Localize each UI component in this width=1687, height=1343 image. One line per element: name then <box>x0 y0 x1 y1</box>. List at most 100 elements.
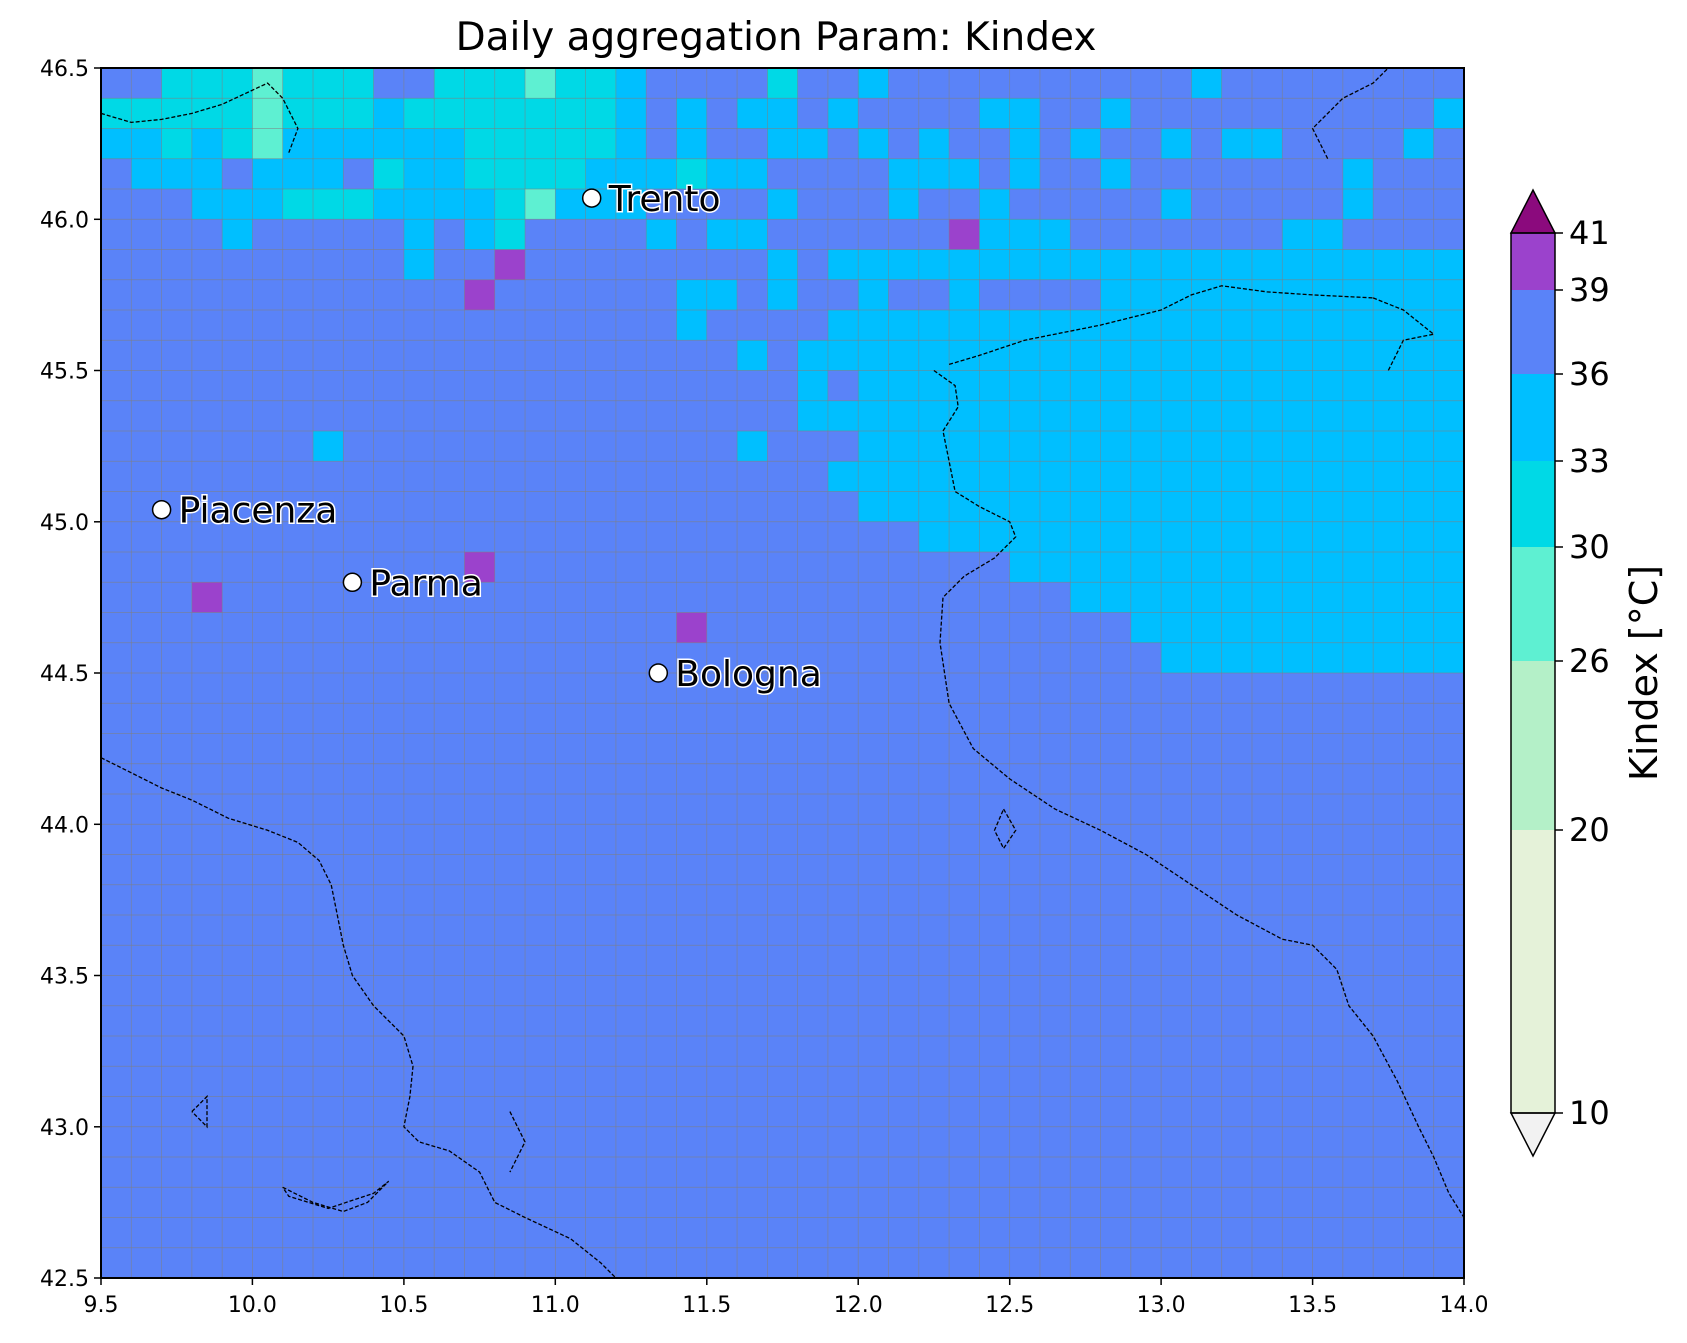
kindex-cell <box>1191 340 1223 371</box>
kindex-cell <box>1373 431 1404 462</box>
kindex-cell <box>373 340 405 371</box>
kindex-cell <box>101 945 132 976</box>
kindex-cell <box>191 1036 223 1067</box>
kindex-cell <box>1251 279 1283 311</box>
kindex-cell <box>131 1217 162 1249</box>
kindex-cell <box>646 431 677 462</box>
kindex-cell <box>282 703 314 734</box>
kindex-cell <box>888 582 920 613</box>
kindex-cell <box>949 249 980 281</box>
kindex-cell <box>585 824 617 855</box>
kindex-cell <box>918 612 950 644</box>
kindex-cell <box>949 612 980 644</box>
kindex-cell <box>949 975 980 1007</box>
kindex-cell <box>101 1005 132 1037</box>
kindex-cell <box>525 854 556 886</box>
kindex-cell <box>525 521 556 553</box>
kindex-cell <box>1070 310 1101 341</box>
kindex-cell <box>1161 128 1192 160</box>
kindex-cell <box>252 521 284 553</box>
kindex-cell <box>1161 915 1192 946</box>
kindex-cell <box>555 824 587 855</box>
kindex-cell <box>1221 733 1253 765</box>
kindex-cell <box>706 1157 738 1188</box>
kindex-cell <box>343 158 374 190</box>
kindex-cell <box>1009 310 1041 341</box>
colorbar-tick-label: 26 <box>1569 642 1610 680</box>
kindex-cell <box>827 1066 859 1097</box>
kindex-cell <box>494 310 526 341</box>
kindex-cell <box>464 1036 496 1067</box>
kindex-cell <box>1403 642 1435 674</box>
kindex-cell <box>101 854 132 886</box>
kindex-cell <box>1403 915 1435 946</box>
kindex-cell <box>979 98 1011 129</box>
kindex-cell <box>676 1187 708 1218</box>
kindex-cell <box>131 642 162 674</box>
kindex-cell <box>646 915 677 946</box>
kindex-cell <box>767 1157 799 1188</box>
kindex-cell <box>1251 612 1283 644</box>
kindex-cell <box>343 854 374 886</box>
kindex-cell <box>1373 733 1404 765</box>
kindex-cell <box>222 461 253 492</box>
kindex-cell <box>615 1217 647 1249</box>
kindex-cell <box>1161 1066 1192 1097</box>
kindex-cell <box>252 249 284 281</box>
kindex-cell <box>525 400 556 432</box>
kindex-cell <box>494 491 526 523</box>
kindex-cell <box>1009 128 1041 160</box>
kindex-cell <box>131 1157 162 1188</box>
kindex-cell <box>1312 491 1344 523</box>
kindex-cell <box>1009 68 1041 99</box>
kindex-cell <box>1251 884 1283 916</box>
kindex-cell <box>1191 1036 1223 1067</box>
kindex-cell <box>706 370 738 402</box>
kindex-cell <box>191 703 223 734</box>
kindex-cell <box>131 582 162 613</box>
kindex-cell <box>373 884 405 916</box>
kindex-cell <box>1130 642 1162 674</box>
kindex-cell <box>676 915 708 946</box>
kindex-cell <box>979 158 1011 190</box>
kindex-cell <box>1403 1005 1435 1037</box>
kindex-cell <box>585 370 617 402</box>
kindex-cell <box>646 158 677 190</box>
kindex-cell <box>1312 1126 1344 1158</box>
kindex-cell <box>827 824 859 855</box>
kindex-cell <box>676 763 708 795</box>
kindex-cell <box>1433 431 1464 462</box>
kindex-cell <box>1373 1187 1404 1218</box>
kindex-cell <box>434 98 465 129</box>
kindex-cell <box>767 915 799 946</box>
kindex-cell <box>1433 1187 1464 1218</box>
kindex-cell <box>615 824 647 855</box>
kindex-cell <box>1221 189 1253 220</box>
kindex-cell <box>464 1247 496 1278</box>
kindex-cell <box>403 1247 435 1278</box>
kindex-cell <box>101 370 132 402</box>
kindex-cell <box>1070 400 1101 432</box>
kindex-cell <box>585 854 617 886</box>
kindex-cell <box>1130 310 1162 341</box>
colorbar-segment <box>1511 547 1555 661</box>
kindex-cell <box>888 1126 920 1158</box>
colorbar-tick-label: 10 <box>1569 1094 1610 1132</box>
kindex-cell <box>1221 98 1253 129</box>
kindex-cell <box>858 158 889 190</box>
kindex-cell <box>1312 975 1344 1007</box>
kindex-cell <box>1130 552 1162 583</box>
kindex-cell <box>343 189 374 220</box>
kindex-cell <box>797 945 829 976</box>
kindex-cell <box>737 1157 768 1188</box>
kindex-cell <box>979 310 1011 341</box>
kindex-cell <box>676 219 708 250</box>
kindex-cell <box>1100 1247 1132 1278</box>
kindex-cell <box>313 703 344 734</box>
kindex-cell <box>888 219 920 250</box>
kindex-cell <box>101 703 132 734</box>
kindex-cell <box>1403 431 1435 462</box>
kindex-cell <box>827 612 859 644</box>
kindex-cell <box>888 975 920 1007</box>
kindex-cell <box>1373 340 1404 371</box>
